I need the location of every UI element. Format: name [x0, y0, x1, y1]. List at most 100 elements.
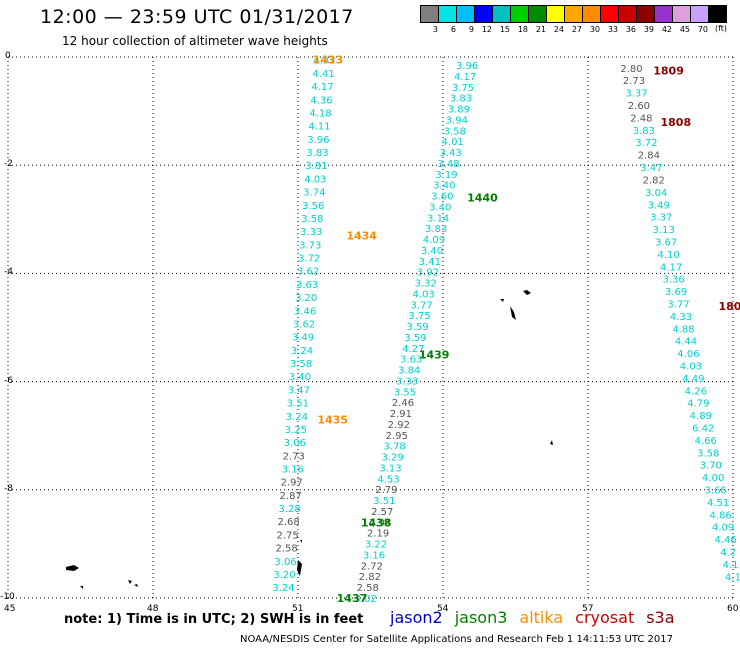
wave-height-value: 4.86 [709, 510, 731, 521]
wave-height-value: 3.32 [415, 279, 437, 290]
wave-height-value: 3.49 [648, 200, 670, 211]
wave-height-value: 3.63 [296, 280, 318, 291]
wave-height-value: 3.41 [419, 257, 441, 268]
wave-height-value: 4.41 [312, 69, 334, 80]
wave-height-value: 2.46 [392, 398, 414, 409]
wave-height-value: 3.59 [406, 322, 428, 333]
wave-height-value: 3.13 [653, 225, 675, 236]
wave-height-value: 3.46 [294, 306, 316, 317]
wave-height-value: 3.56 [302, 201, 324, 212]
wave-height-value: 6.42 [692, 424, 714, 435]
satellite-legend: jason2 jason3 altika cryosat s3a [390, 608, 687, 627]
wave-height-value: 3.78 [384, 442, 406, 453]
wave-height-value: 4.1 [723, 560, 739, 571]
wave-height-value: 3.77 [667, 299, 689, 310]
wave-height-value: 2.79 [375, 485, 397, 496]
wave-height-value: 4.89 [690, 411, 712, 422]
wave-height-value: 3.29 [381, 453, 403, 464]
wave-height-value: 3.36 [662, 275, 684, 286]
wave-height-value: 3.24 [291, 346, 313, 357]
wave-height-value: 3.24 [286, 412, 308, 423]
island-shape [550, 440, 553, 445]
wave-height-value: 3.89 [448, 105, 470, 116]
wave-height-value: 4.49 [682, 374, 704, 385]
wave-height-value: 4.88 [672, 324, 694, 335]
y-tick-label: -8 [4, 483, 13, 494]
legend-item-jason3: jason3 [454, 608, 508, 627]
wave-height-value: 3.83 [633, 126, 655, 137]
island-shape [510, 306, 516, 320]
wave-height-value: 3.51 [373, 496, 395, 507]
wave-height-value: 4.27 [402, 344, 424, 355]
wave-height-value: 3.19 [435, 170, 457, 181]
wave-height-value: 2.92 [388, 420, 410, 431]
colorbar-label: 9 [468, 25, 474, 34]
orbit-number-label: 1809 [653, 65, 684, 78]
orbit-number-label: 1440 [467, 192, 498, 205]
note-text: note: 1) Time is in UTC; 2) SWH is in fe… [64, 612, 364, 627]
wave-height-value: 4.03 [304, 174, 326, 185]
wave-height-value: 3.81 [305, 161, 327, 172]
wave-height-value: 3.69 [665, 287, 687, 298]
wave-height-value: 3.58 [290, 359, 312, 370]
orbit-labels: 1433 1434 1435 1440 1439 1438 1437 1809 1808 1807 [313, 54, 740, 605]
wave-height-value: 3.13 [379, 463, 401, 474]
wave-height-value: 3.75 [408, 311, 430, 322]
wave-height-value: 4.36 [310, 95, 332, 106]
wave-height-value: 4.01 [442, 137, 464, 148]
wave-height-value: 4.32 [313, 56, 335, 67]
x-tick-label: 48 [147, 604, 159, 614]
colorbar-label: 45 [679, 25, 690, 34]
wave-height-value: 3.06 [274, 557, 296, 568]
y-tick-label: -4 [4, 267, 13, 278]
wave-height-value: 3.70 [700, 461, 722, 472]
colorbar-label: 30 [589, 25, 600, 34]
wave-height-value: 4.44 [675, 337, 697, 348]
orbit-number-label: 1437 [337, 592, 368, 605]
island-shape [297, 560, 302, 576]
legend-item-cryosat: cryosat [575, 608, 635, 627]
wave-height-value: 2.48 [630, 113, 652, 124]
wave-height-value: 4.66 [695, 436, 717, 447]
wave-height-value: 3.25 [285, 425, 307, 436]
colorbar-label: 3 [432, 25, 438, 34]
wave-height-value: 4.53 [377, 474, 399, 485]
legend-item-altika: altika [519, 608, 564, 627]
colorbar-swatch [708, 5, 727, 23]
colorbar-label: 27 [571, 25, 582, 34]
wave-height-value: 2.60 [628, 101, 650, 112]
wave-height-value: 3.92 [417, 268, 439, 279]
wave-height-value: 2.95 [386, 431, 408, 442]
colorbar-label: 70 [697, 25, 708, 34]
y-tick-label: 0 [5, 51, 11, 61]
island-shape [500, 299, 504, 302]
wave-height-value: 3.94 [446, 115, 468, 126]
colorbar-label: 6 [450, 25, 456, 34]
island-shape [66, 565, 79, 571]
wave-height-value: 3.72 [635, 138, 657, 149]
wave-height-value: 4.26 [685, 386, 707, 397]
wave-height-value: 3.20 [295, 293, 317, 304]
colorbar-swatch: 9 [456, 5, 475, 34]
wave-height-value: 3.33 [396, 376, 418, 387]
wave-height-value: 4.33 [670, 312, 692, 323]
wave-height-value: 4.2 [720, 548, 736, 559]
wave-height-value: 4.00 [702, 473, 724, 484]
wave-height-value: 3.33 [300, 227, 322, 238]
wave-height-value: 2.91 [390, 409, 412, 420]
wave-height-value: 3.16 [282, 464, 304, 475]
colorbar-label: 36 [625, 25, 636, 34]
wave-height-value: 3.77 [410, 300, 432, 311]
wave-height-value: 3.37 [650, 213, 672, 224]
wave-height-value: 3.66 [705, 486, 727, 497]
wave-height-value: 4.1 [725, 572, 740, 583]
wave-height-value: 3.55 [394, 387, 416, 398]
wave-height-value: 4.17 [311, 82, 333, 93]
y-tick-label: -2 [4, 159, 13, 170]
wave-height-value: 3.40 [421, 246, 443, 257]
orbit-number-label: 1808 [661, 116, 692, 129]
orbit-number-label: 1438 [361, 516, 392, 529]
island-shape [523, 290, 531, 295]
island-shape [300, 540, 302, 543]
wave-height-value: 4.11 [308, 122, 330, 133]
